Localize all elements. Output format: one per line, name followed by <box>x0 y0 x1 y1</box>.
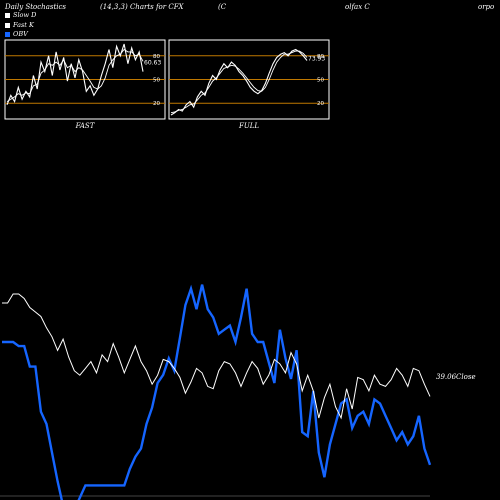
fast-series-fast-k <box>6 43 144 106</box>
fast-series-slow-d <box>6 48 144 102</box>
full-series-fast-k <box>170 48 308 116</box>
full-last-value: 73.93 <box>308 55 325 62</box>
legend-label-fast-k: Fast K <box>13 20 34 29</box>
company-name-part-3: orpo <box>478 3 495 11</box>
chart-params: (14,3,3) Charts for CFX <box>100 3 184 11</box>
chart-title: Daily Stochastics <box>5 3 67 11</box>
fast-level-label-80: 80 <box>153 54 160 60</box>
full-level-label-50: 50 <box>317 78 324 84</box>
close-label: 39.06Close <box>436 373 476 381</box>
legend-item-slow-d: Slow D <box>5 11 36 21</box>
fast-panel-label: FAST <box>75 122 96 130</box>
legend-swatch-fast-k <box>5 22 10 28</box>
full-panel-label: FULL <box>238 122 259 130</box>
fast-panel: 80 50 20 60.63 FAST <box>4 39 166 130</box>
company-name-part-2: olfax C <box>345 3 370 11</box>
fast-level-label-20: 20 <box>153 101 160 107</box>
legend-label-obv: OBV <box>13 30 28 38</box>
legend-label-slow-d: Slow D <box>13 11 37 19</box>
legend-item-fast-k: Fast K <box>5 21 36 31</box>
close-price-line <box>2 293 431 420</box>
full-level-label-80: 80 <box>317 54 324 60</box>
full-level-label-20: 20 <box>317 101 324 107</box>
full-series-slow-d <box>170 50 308 114</box>
legend: Slow D Fast K OBV <box>5 11 36 40</box>
company-name-part-1: (C <box>218 3 227 11</box>
price-obv-panel: 39.06Close <box>0 284 476 500</box>
legend-swatch-slow-d <box>5 13 10 19</box>
full-panel: 80 50 20 73.93 FULL <box>168 39 330 130</box>
fast-last-value: 60.63 <box>144 59 161 66</box>
legend-item-obv: OBV <box>5 30 36 40</box>
fast-level-label-50: 50 <box>153 78 160 84</box>
legend-swatch-obv <box>5 32 10 38</box>
obv-line <box>2 284 432 500</box>
